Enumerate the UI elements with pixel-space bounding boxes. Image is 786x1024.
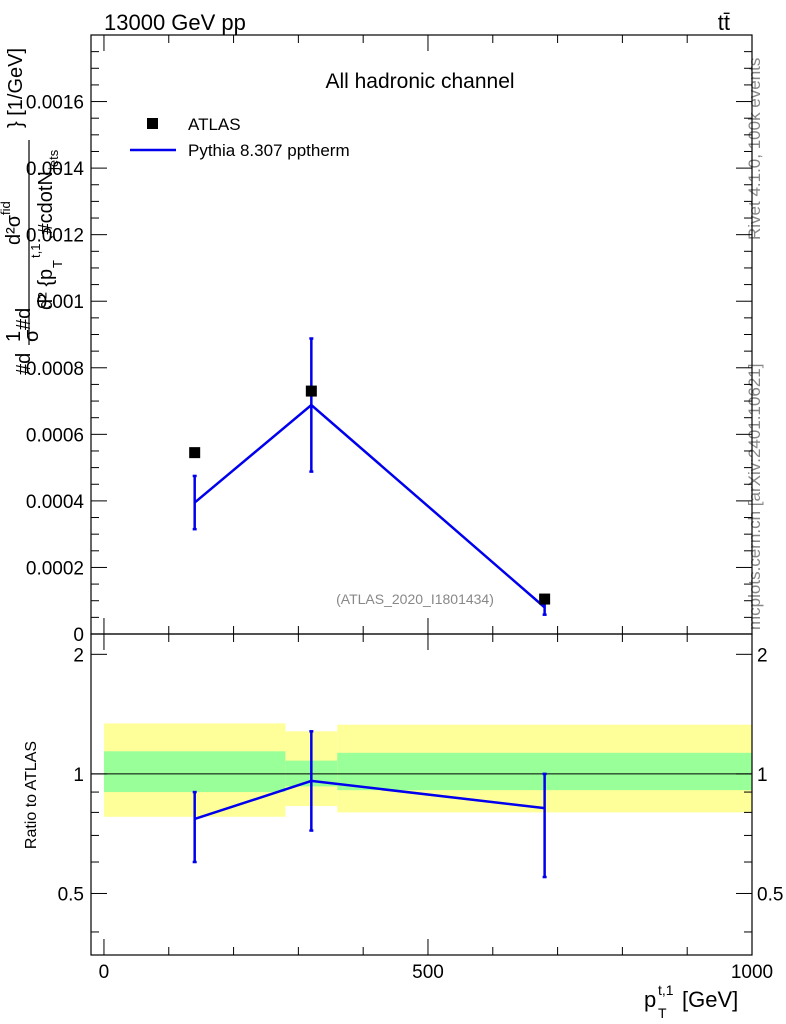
xlabel-unit: [GeV] [682, 987, 738, 1012]
y-tick-label: 0.0012 [26, 226, 84, 247]
ratio-bands [103, 723, 752, 817]
xlabel-main: p [644, 987, 656, 1012]
ratio-y-tick-label: 0.5 [757, 884, 783, 905]
ylabel-part: σ [21, 329, 43, 342]
y-tick-label: 0.0004 [26, 492, 85, 513]
ylabel-part: d² {p [35, 269, 57, 310]
atlas-data-point [305, 385, 317, 397]
mcplots-label: mcplots.cern.ch [arXiv:2401.10621] [745, 364, 764, 630]
pythia-line [193, 403, 546, 609]
ylabel-part: d²σ [3, 214, 25, 245]
plot-title: All hadronic channel [325, 70, 514, 93]
ratio-plot-frame [90, 633, 753, 956]
ylabel-part: #d [13, 308, 35, 330]
legend-atlas-marker [147, 118, 158, 129]
ratio-series-layer [192, 730, 547, 879]
main-y-axis: 0 0.0002 0.0004 0.0006 0.0008 0.001 0.0012 0.00… [26, 51, 752, 646]
ratio-frame-border [90, 633, 753, 956]
ylabel-part: T [50, 260, 65, 268]
ylabel-part: jets [46, 149, 61, 171]
atlas-data-point [539, 593, 551, 605]
main-series-layer [189, 337, 551, 616]
x-axis: 0 500 1000 [99, 35, 773, 983]
x-tick-label: 1000 [731, 962, 773, 983]
y-tick-label: 0.001 [36, 292, 84, 313]
xlabel-sup: t,1 [658, 982, 674, 998]
ylabel-part: } [1/GeV] [5, 48, 27, 128]
y-tick-label: 0.0016 [26, 93, 84, 114]
process-label: tt̄ [718, 10, 730, 35]
ratio-y-tick-label: 0.5 [58, 884, 84, 905]
ratio-y-tick-label: 2 [73, 645, 84, 666]
atlas-data-point [189, 447, 201, 459]
legend-atlas-label: ATLAS [188, 115, 241, 134]
ratio-y-tick-label: 1 [73, 765, 84, 786]
ylabel-part: fid [0, 201, 13, 215]
ylabel-part: 1 [3, 331, 25, 342]
ratio-y-label: Ratio to ATLAS [23, 741, 40, 849]
ratio-y-tick-label: 2 [757, 645, 768, 666]
x-tick-label: 500 [412, 962, 444, 983]
y-tick-label: 0.0008 [26, 359, 84, 380]
y-tick-label: 0.0002 [26, 558, 84, 579]
rivet-label: Rivet 4.1.0, 100k events [745, 58, 764, 240]
ylabel-part: ,#cdotN [35, 171, 57, 240]
ratio-y-axis: 0.5 0.5 1 1 2 2 [58, 645, 783, 933]
x-axis-label: p t,1 T [GeV] [644, 982, 738, 1021]
ratio-y-tick-label: 1 [757, 765, 768, 786]
legend: ATLAS Pythia 8.307 pptherm [130, 115, 350, 160]
xlabel-sub: T [658, 1005, 667, 1021]
y-tick-label: 0 [73, 625, 84, 646]
x-tick-label: 0 [99, 962, 110, 983]
y-tick-label: 0.0006 [26, 425, 84, 446]
legend-pythia-label: Pythia 8.307 pptherm [188, 141, 350, 160]
analysis-tag: (ATLAS_2020_I1801434) [336, 591, 494, 607]
energy-label: 13000 GeV pp [104, 10, 246, 35]
y-tick-label: 0.0014 [26, 159, 85, 180]
main-y-label: #d 1 #d σ d²σ fid d² {p t,1 T ,#cdotN je… [0, 48, 65, 375]
ylabel-part: #d [13, 353, 35, 375]
ratio-band-inner [103, 751, 286, 793]
ylabel-part: t,1 [28, 244, 43, 258]
